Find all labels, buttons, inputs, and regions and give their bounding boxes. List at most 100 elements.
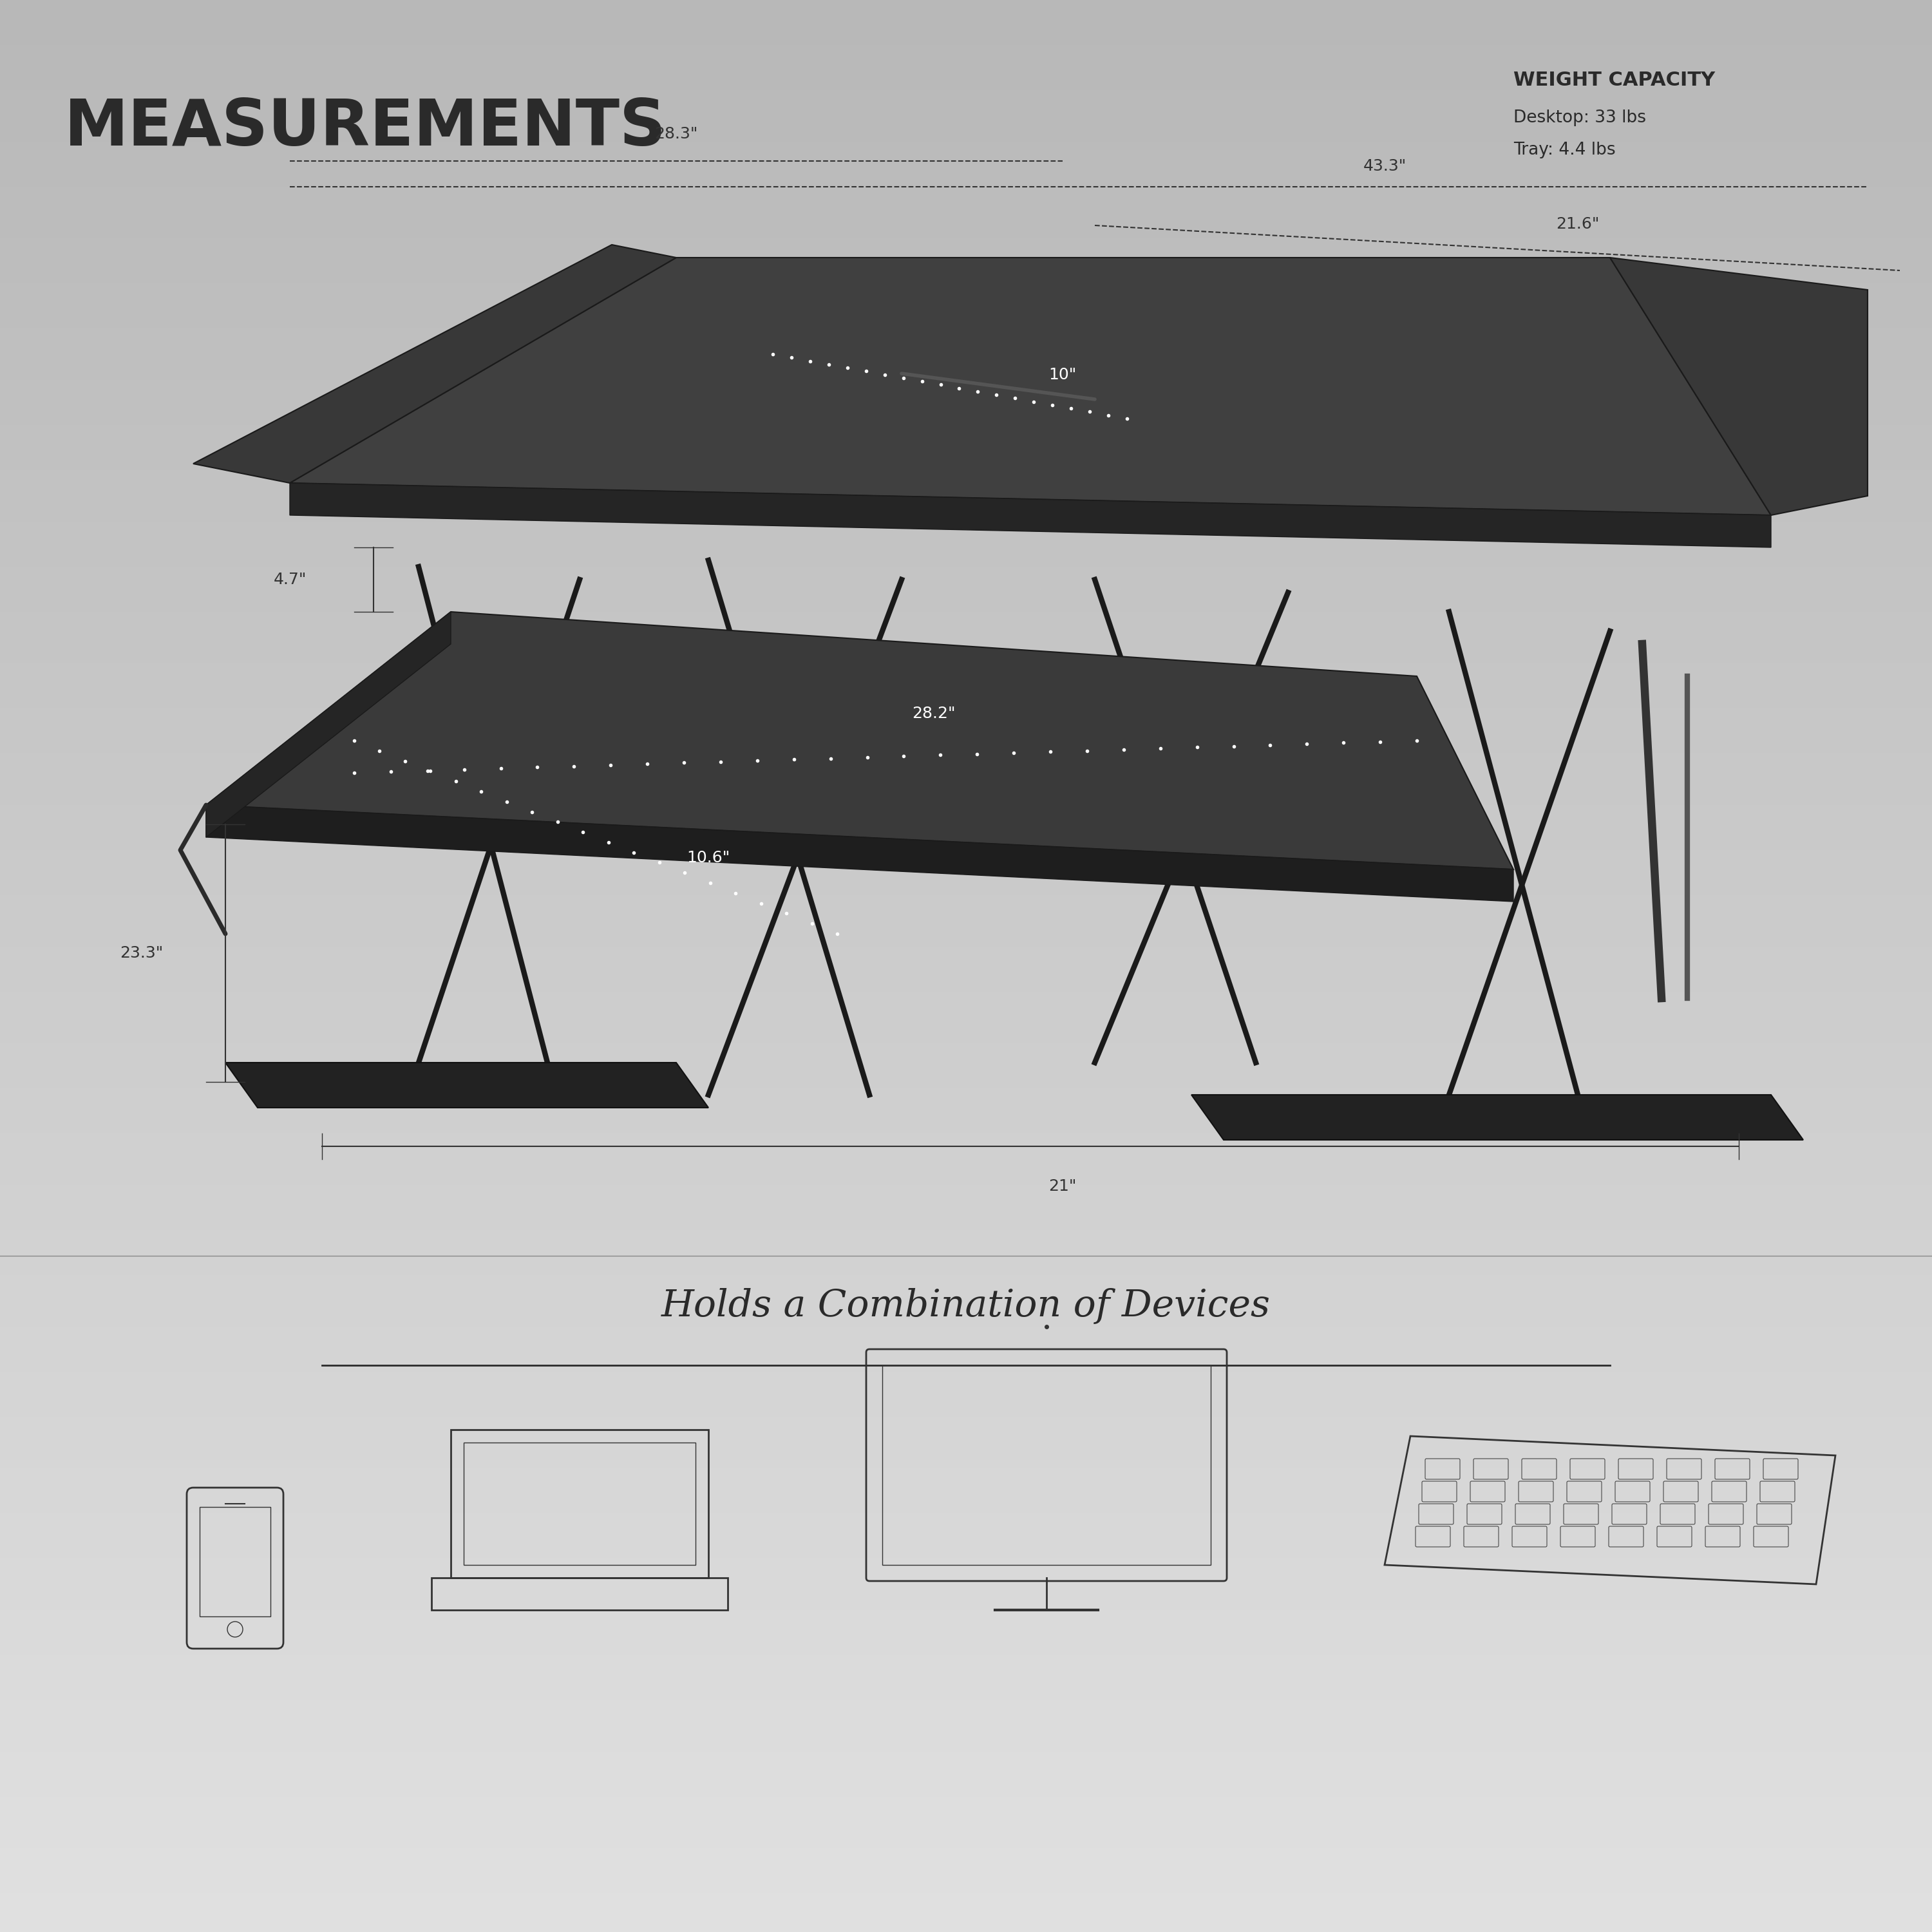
Bar bbox=[0, 1849, 1932, 1855]
Bar bbox=[0, 1609, 1932, 1617]
Text: 21": 21" bbox=[1049, 1179, 1076, 1194]
Bar bbox=[0, 1256, 1932, 1262]
Bar bbox=[0, 497, 1932, 502]
Bar bbox=[0, 1314, 1932, 1320]
Bar bbox=[0, 1082, 1932, 1088]
Bar bbox=[0, 908, 1932, 914]
Bar bbox=[0, 168, 1932, 174]
Bar bbox=[0, 381, 1932, 386]
Bar bbox=[0, 110, 1932, 116]
Bar bbox=[0, 1043, 1932, 1049]
Bar bbox=[0, 1385, 1932, 1391]
Bar bbox=[0, 1913, 1932, 1918]
Bar bbox=[0, 141, 1932, 149]
Bar bbox=[0, 844, 1932, 850]
Bar bbox=[0, 1725, 1932, 1733]
Bar bbox=[0, 450, 1932, 458]
Bar bbox=[0, 1899, 1932, 1907]
Bar bbox=[0, 670, 1932, 676]
Bar bbox=[0, 1501, 1932, 1507]
Bar bbox=[0, 1468, 1932, 1474]
Bar bbox=[0, 869, 1932, 875]
Bar bbox=[0, 806, 1932, 811]
Bar bbox=[0, 392, 1932, 400]
Bar bbox=[0, 709, 1932, 715]
Bar bbox=[0, 309, 1932, 315]
Bar bbox=[0, 535, 1932, 541]
Bar bbox=[0, 83, 1932, 91]
Bar bbox=[0, 323, 1932, 328]
Bar bbox=[0, 71, 1932, 77]
Bar bbox=[0, 1803, 1932, 1810]
Bar bbox=[0, 1532, 1932, 1540]
Bar bbox=[0, 941, 1932, 947]
Bar bbox=[0, 767, 1932, 773]
Bar bbox=[0, 1347, 1932, 1352]
Bar bbox=[0, 1880, 1932, 1888]
Bar bbox=[0, 1126, 1932, 1134]
Bar bbox=[0, 1623, 1932, 1629]
Bar bbox=[0, 1551, 1932, 1559]
Text: Tray: 4.4 lbs: Tray: 4.4 lbs bbox=[1513, 141, 1615, 158]
Bar bbox=[0, 927, 1932, 933]
Bar bbox=[0, 296, 1932, 303]
Bar bbox=[0, 831, 1932, 837]
Bar bbox=[0, 149, 1932, 155]
Bar bbox=[0, 991, 1932, 999]
Bar bbox=[0, 489, 1932, 497]
Bar bbox=[0, 1488, 1932, 1493]
Bar bbox=[0, 129, 1932, 135]
Bar bbox=[0, 290, 1932, 296]
Bar bbox=[0, 914, 1932, 922]
Bar bbox=[0, 856, 1932, 864]
Bar bbox=[0, 431, 1932, 439]
Bar bbox=[0, 1063, 1932, 1068]
Bar bbox=[0, 1764, 1932, 1772]
Bar bbox=[0, 817, 1932, 825]
Bar bbox=[0, 257, 1932, 265]
Bar bbox=[0, 1662, 1932, 1667]
Bar bbox=[0, 251, 1932, 257]
Bar bbox=[0, 284, 1932, 290]
Bar bbox=[0, 1667, 1932, 1675]
Bar bbox=[0, 618, 1932, 624]
Bar bbox=[0, 1893, 1932, 1899]
Bar bbox=[0, 1275, 1932, 1281]
Bar bbox=[0, 1758, 1932, 1764]
Bar bbox=[0, 1107, 1932, 1115]
Bar bbox=[0, 25, 1932, 33]
Bar bbox=[0, 1372, 1932, 1378]
Bar bbox=[0, 715, 1932, 721]
Bar bbox=[0, 1294, 1932, 1300]
Bar bbox=[0, 1675, 1932, 1681]
Bar bbox=[0, 1242, 1932, 1250]
Bar bbox=[0, 1752, 1932, 1758]
Bar bbox=[0, 1656, 1932, 1662]
Bar bbox=[0, 193, 1932, 199]
Bar bbox=[0, 759, 1932, 767]
Bar bbox=[0, 527, 1932, 535]
Bar bbox=[0, 1121, 1932, 1126]
Bar bbox=[0, 58, 1932, 64]
Bar bbox=[0, 638, 1932, 643]
Bar bbox=[0, 1907, 1932, 1913]
Bar bbox=[0, 875, 1932, 883]
Bar bbox=[0, 1855, 1932, 1861]
Bar bbox=[0, 1095, 1932, 1101]
Bar bbox=[0, 373, 1932, 381]
Bar bbox=[0, 1018, 1932, 1024]
Bar bbox=[0, 1010, 1932, 1018]
Bar bbox=[0, 1339, 1932, 1347]
Bar bbox=[0, 632, 1932, 638]
Bar bbox=[0, 1507, 1932, 1513]
Bar bbox=[0, 342, 1932, 348]
Bar bbox=[0, 837, 1932, 844]
Bar bbox=[0, 0, 1932, 6]
Bar bbox=[0, 1308, 1932, 1314]
Bar bbox=[0, 386, 1932, 392]
Bar bbox=[0, 547, 1932, 554]
Bar bbox=[0, 1571, 1932, 1578]
Bar bbox=[199, 1507, 270, 1617]
Bar bbox=[0, 1281, 1932, 1289]
Bar bbox=[0, 232, 1932, 238]
